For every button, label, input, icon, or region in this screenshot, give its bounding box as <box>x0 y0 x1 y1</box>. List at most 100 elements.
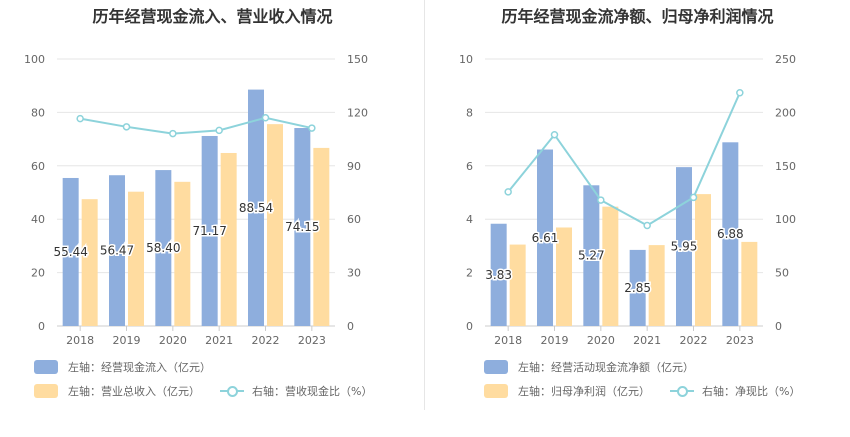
ratio-line-point <box>736 88 744 97</box>
legend-right-series-3[interactable]: 右轴：净现比（%） <box>670 383 800 399</box>
bar-data-label: 58.40 <box>146 241 180 255</box>
legend-label: 左轴：经营活动现金流净额（亿元） <box>518 361 694 374</box>
x-tick-label: 2023 <box>298 334 326 347</box>
legend-right-series-1[interactable]: 左轴：经营活动现金流净额（亿元） <box>484 359 694 375</box>
bar-primary <box>248 89 264 326</box>
ratio-line-point <box>689 193 698 202</box>
bar-primary <box>629 249 646 326</box>
y-right-tick-label: 200 <box>775 106 796 119</box>
bar-secondary <box>220 152 237 326</box>
y-left-tick-label: 2 <box>466 267 473 280</box>
bar-data-label: 71.17 <box>192 224 226 238</box>
chart-title-right: 历年经营现金流净额、归母净利润情况 <box>501 7 774 26</box>
y-right-tick-label: 150 <box>347 53 368 66</box>
x-tick-label: 2018 <box>66 334 94 347</box>
legend-label: 左轴：营业总收入（亿元） <box>68 385 200 398</box>
bar-data-label: 88.54 <box>239 201 273 215</box>
bar-data-label: 6.88 <box>717 227 744 241</box>
legend-label: 右轴：净现比（%） <box>702 385 801 398</box>
bar-secondary <box>648 245 665 326</box>
legend-right-series-2[interactable]: 左轴：归母净利润（亿元） <box>484 383 650 399</box>
bar-primary <box>537 149 553 326</box>
y-right-tick-label: 100 <box>775 213 796 226</box>
bar-data-label: 6.61 <box>532 231 559 245</box>
legend-swatch-bar-blue <box>484 360 508 374</box>
ratio-line <box>507 92 741 227</box>
x-tick-label: 2022 <box>252 334 280 347</box>
chart-title-left: 历年经营现金流入、营业收入情况 <box>92 7 333 26</box>
chart-plot-left: 0 20 40 60 80 100 0 30 60 90 120 150 2018 55.44 2019 56… <box>24 53 368 347</box>
x-tick-label: 2020 <box>587 334 615 347</box>
chart-panel-left: 历年经营现金流入、营业收入情况 0 20 40 60 80 100 0 30 60 90 120 15… <box>24 7 372 399</box>
bar-primary <box>201 135 218 326</box>
bar-data-label: 2.85 <box>624 281 651 295</box>
bar-secondary <box>267 124 283 326</box>
bar-primary <box>583 185 600 326</box>
bar-data-label: 5.27 <box>578 249 605 263</box>
legend-label: 左轴：经营现金流入（亿元） <box>68 361 211 374</box>
y-left-tick-label: 60 <box>31 160 45 173</box>
legend-swatch-line <box>670 384 694 398</box>
x-tick-label: 2019 <box>541 334 569 347</box>
bar-primary <box>155 170 172 326</box>
ratio-line-point <box>261 113 270 122</box>
y-right-tick-label: 60 <box>347 213 361 226</box>
bar-primary <box>490 223 507 326</box>
bar-secondary <box>556 227 572 326</box>
x-tick-label: 2021 <box>633 334 661 347</box>
legend-swatch-bar-blue <box>34 360 58 374</box>
bar-primary <box>109 175 125 326</box>
y-left-tick-label: 20 <box>31 267 45 280</box>
y-right-tick-label: 50 <box>775 267 789 280</box>
bar-primary <box>62 177 79 326</box>
legend-left-series-2[interactable]: 左轴：营业总收入（亿元） <box>34 383 200 399</box>
bar-data-label: 5.95 <box>671 240 698 254</box>
bar-secondary <box>128 191 144 326</box>
ratio-line <box>79 116 313 135</box>
y-right-tick-label: 0 <box>347 320 354 333</box>
x-tick-label: 2018 <box>494 334 522 347</box>
bar-secondary <box>741 241 758 326</box>
legend-label: 左轴：归母净利润（亿元） <box>518 385 650 398</box>
y-right-tick-label: 0 <box>775 320 782 333</box>
bar-secondary <box>174 181 191 326</box>
y-left-tick-label: 4 <box>466 213 473 226</box>
ratio-line-point <box>215 126 223 135</box>
ratio-line-point <box>122 123 131 131</box>
ratio-line-point <box>169 129 177 138</box>
x-tick-label: 2023 <box>726 334 754 347</box>
y-left-tick-label: 6 <box>466 160 473 173</box>
bar-primary <box>294 128 311 326</box>
bar-data-label: 74.15 <box>285 220 319 234</box>
bar-secondary <box>81 199 98 326</box>
y-right-tick-label: 250 <box>775 53 796 66</box>
x-tick-label: 2020 <box>159 334 187 347</box>
bar-primary <box>676 167 692 326</box>
legend-swatch-line <box>220 384 244 398</box>
bar-secondary <box>313 147 330 326</box>
x-tick-label: 2022 <box>680 334 708 347</box>
y-left-tick-label: 10 <box>459 53 473 66</box>
y-right-tick-label: 120 <box>347 106 368 119</box>
y-left-tick-label: 0 <box>466 320 473 333</box>
ratio-line-point <box>76 114 84 123</box>
y-right-tick-label: 90 <box>347 160 361 173</box>
bar-secondary <box>695 194 711 326</box>
ratio-line-point <box>550 130 559 139</box>
x-tick-label: 2019 <box>113 334 141 347</box>
y-left-tick-label: 8 <box>466 106 473 119</box>
chart-panel-right: 历年经营现金流净额、归母净利润情况 0 2 4 6 8 10 0 50 100 150 200 250… <box>425 0 850 437</box>
legend-left-series-1[interactable]: 左轴：经营现金流入（亿元） <box>34 359 211 375</box>
legend-left-series-3[interactable]: 右轴：营收现金比（%） <box>220 383 372 399</box>
y-right-tick-label: 150 <box>775 160 796 173</box>
legend-swatch-bar-orange <box>484 384 508 398</box>
y-left-tick-label: 100 <box>24 53 45 66</box>
ratio-line-point <box>643 221 651 230</box>
y-right-tick-label: 30 <box>347 267 361 280</box>
chart-plot-right: 024681005010015020025020183.8320196.6120… <box>459 53 796 347</box>
y-left-tick-label: 0 <box>38 320 45 333</box>
ratio-line-point <box>504 188 512 196</box>
bar-secondary <box>602 206 619 326</box>
bar-data-label: 56.47 <box>100 244 134 258</box>
bar-data-label: 55.44 <box>53 245 87 259</box>
